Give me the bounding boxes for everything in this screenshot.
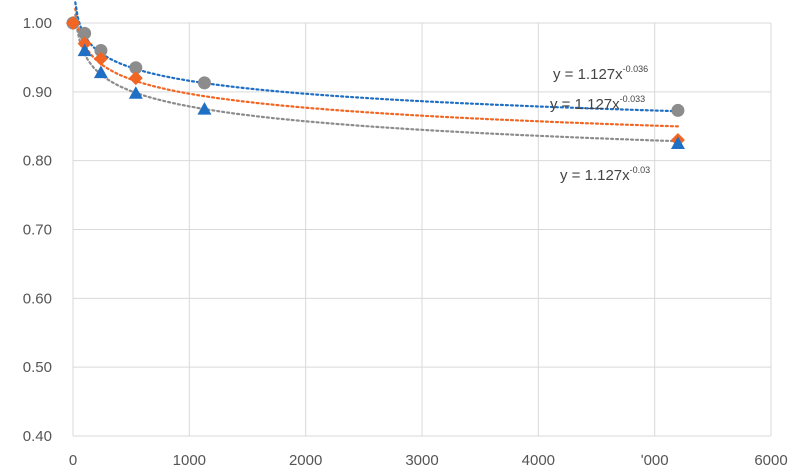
y-tick-label: 0.40	[23, 428, 52, 445]
data-point	[93, 65, 108, 79]
trendline-equation: y = 1.127x-0.03	[560, 165, 650, 184]
data-point	[128, 86, 143, 99]
x-tick-label: 6000	[754, 452, 787, 469]
y-tick-label: 0.80	[23, 153, 52, 170]
trendline	[74, 13, 680, 143]
data-point	[77, 43, 92, 57]
y-tick-label: 0.90	[23, 84, 52, 101]
y-tick-label: 0.50	[23, 359, 52, 376]
data-point	[78, 26, 92, 40]
data-point	[197, 76, 211, 90]
data-point	[197, 102, 212, 115]
data-point	[66, 16, 80, 30]
trendline-equation: y = 1.127x-0.033	[550, 94, 645, 113]
data-points	[66, 16, 685, 150]
trendlines	[74, 1, 680, 143]
gridlines	[72, 22, 772, 437]
data-point	[670, 136, 685, 150]
y-tick-label: 0.60	[23, 290, 52, 307]
x-tick-label: 4000	[522, 452, 555, 469]
x-tick-label: 2000	[289, 452, 322, 469]
data-point	[94, 44, 108, 58]
x-tick-label: ʹ000	[641, 452, 669, 469]
data-point	[128, 71, 143, 86]
data-point	[671, 103, 685, 117]
x-axis-tick-labels: 0 1000 2000 3000 4000 ʹ000 6000	[69, 452, 788, 469]
y-tick-label: 0.70	[23, 222, 52, 239]
data-point	[93, 51, 108, 66]
x-tick-label: 0	[69, 452, 77, 469]
y-axis-tick-labels: 0.40 0.50 0.60 0.70 0.80 0.90 1.00	[23, 15, 52, 445]
trendline	[74, 7, 680, 128]
trendline-equation: y = 1.127x-0.036	[553, 64, 648, 83]
data-point	[129, 61, 143, 75]
trendline-equations: y = 1.127x-0.036 y = 1.127x-0.033 y = 1.12…	[550, 64, 650, 184]
trendline	[74, 1, 680, 113]
x-tick-label: 3000	[405, 452, 438, 469]
x-tick-label: 1000	[173, 452, 206, 469]
y-tick-label: 1.00	[23, 15, 52, 32]
